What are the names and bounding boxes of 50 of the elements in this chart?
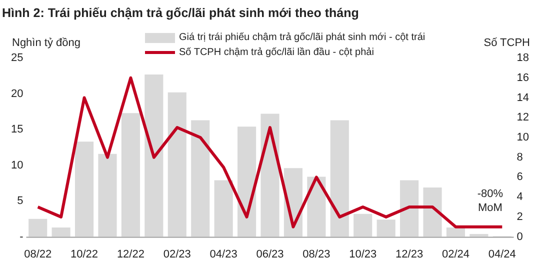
bar	[52, 228, 70, 237]
bar	[214, 180, 233, 237]
x-tick-label: 02/23	[163, 248, 191, 260]
bar	[121, 113, 140, 237]
bar	[98, 154, 117, 237]
annotation: -80% MoM	[477, 188, 504, 214]
x-tick-label: 06/23	[256, 248, 284, 260]
bar	[376, 220, 396, 237]
legend-label: Số TCPH chậm trả gốc/lãi lần đầu - cột phải	[179, 47, 374, 58]
y-tick-label: 20	[10, 88, 24, 100]
x-tick-label: 04/23	[210, 248, 238, 260]
y2-tick-label: 0	[516, 230, 523, 243]
y2-tick-label: 16	[516, 72, 530, 84]
chart-title: Hình 2: Trái phiếu chậm trả gốc/lãi phát sinh mới theo tháng	[2, 6, 359, 20]
x-tick-label: 10/22	[70, 248, 98, 260]
y-axis-title: Nghìn tỷ đồng	[12, 37, 80, 49]
x-tick-label: 08/23	[302, 248, 330, 260]
legend-label: Giá trị trái phiếu chậm trả gốc/lãi phát sinh mới - cột trái	[179, 32, 426, 43]
y-tick-label: 5	[17, 195, 24, 208]
x-tick-label: 12/22	[116, 248, 144, 260]
y2-axis-title: Số TCPH	[484, 37, 530, 49]
y2-tick-label: 4	[516, 191, 523, 204]
bar	[238, 126, 256, 237]
bar	[354, 214, 372, 237]
y2-tick-label: 10	[516, 132, 530, 144]
x-tick-label: 10/23	[349, 248, 377, 260]
y2-tick-label: 2	[516, 210, 523, 223]
bar	[400, 180, 419, 237]
y2-tick-label: 12	[516, 112, 530, 124]
bar	[423, 187, 442, 237]
y-tick-label: 15	[10, 124, 24, 136]
bar	[330, 120, 349, 237]
bar	[144, 74, 164, 237]
y2-tick-label: 8	[516, 151, 523, 164]
bar	[168, 92, 186, 237]
y2-tick-label: 18	[516, 52, 530, 64]
bar	[191, 120, 210, 237]
bar	[260, 114, 280, 237]
x-tick-label: 02/24	[442, 248, 470, 260]
y2-tick-label: 6	[516, 171, 523, 184]
y-tick-label: -	[20, 230, 24, 243]
bar	[446, 228, 466, 237]
bar	[28, 218, 48, 237]
y-tick-label: 25	[10, 52, 24, 64]
x-tick-label: 04/24	[488, 248, 516, 260]
x-tick-label: 12/23	[396, 248, 424, 260]
y-tick-label: 10	[10, 159, 24, 172]
x-tick-label: 08/22	[24, 248, 52, 260]
bar	[74, 142, 94, 237]
y2-tick-label: 14	[516, 92, 530, 104]
